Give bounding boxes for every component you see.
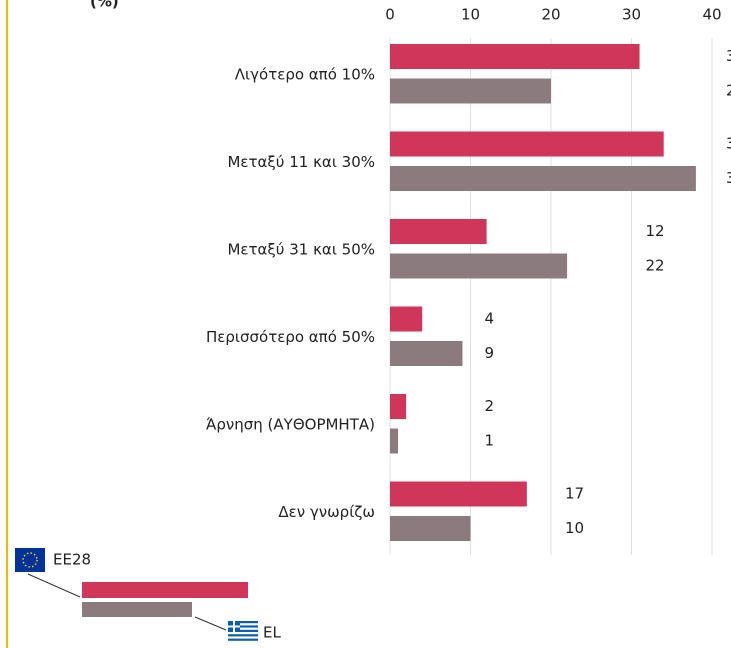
y-tick-label: Περισσότερο από 50%	[206, 328, 375, 346]
legend: EE28 EL	[15, 548, 281, 642]
legend-pointer	[194, 616, 227, 631]
bar	[390, 481, 527, 507]
y-tick-label: Μεταξύ 11 και 30%	[227, 153, 375, 171]
x-tick-label: 30	[622, 6, 641, 24]
legend-swatch	[82, 582, 248, 598]
x-tick-label: 0	[385, 6, 395, 24]
bar	[390, 394, 407, 419]
bar	[390, 219, 487, 244]
legend-swatch	[82, 602, 192, 617]
bar	[390, 78, 551, 104]
bar	[390, 131, 664, 157]
legend-label: EL	[263, 624, 281, 642]
legend-label: EE28	[53, 551, 91, 569]
bar	[390, 306, 423, 332]
bar	[390, 516, 471, 541]
y-tick-label: Μεταξύ 31 και 50%	[227, 241, 375, 259]
x-tick-label: 20	[541, 6, 560, 24]
value-label: 34	[726, 135, 731, 153]
value-label: 20	[726, 82, 731, 100]
value-label: 12	[646, 222, 665, 240]
bar	[390, 44, 640, 69]
eu-flag	[15, 548, 45, 572]
value-label: 1	[485, 432, 495, 450]
bar	[390, 341, 463, 366]
bar	[390, 166, 696, 191]
bar	[390, 253, 568, 279]
value-label: 2	[485, 397, 495, 415]
value-label: 9	[485, 344, 495, 362]
chart-title: (%)	[90, 0, 119, 11]
value-label: 4	[485, 310, 495, 328]
value-label: 22	[646, 257, 665, 275]
y-tick-label: Δεν γνωρίζω	[278, 503, 375, 521]
legend-pointer	[27, 573, 81, 598]
gr-flag	[228, 621, 258, 641]
value-label: 31	[726, 47, 731, 65]
y-tick-label: Λιγότερο από 10%	[235, 66, 375, 84]
eu-stars	[22, 552, 38, 568]
x-tick-label: 40	[702, 6, 721, 24]
value-label: 10	[565, 519, 584, 537]
value-label: 17	[565, 485, 584, 503]
y-tick-label: Άρνηση (ΑΥΘΟΡΜΗΤΑ)	[206, 416, 375, 434]
value-label: 38	[726, 169, 731, 187]
x-tick-label: 10	[461, 6, 480, 24]
bar	[390, 428, 399, 454]
